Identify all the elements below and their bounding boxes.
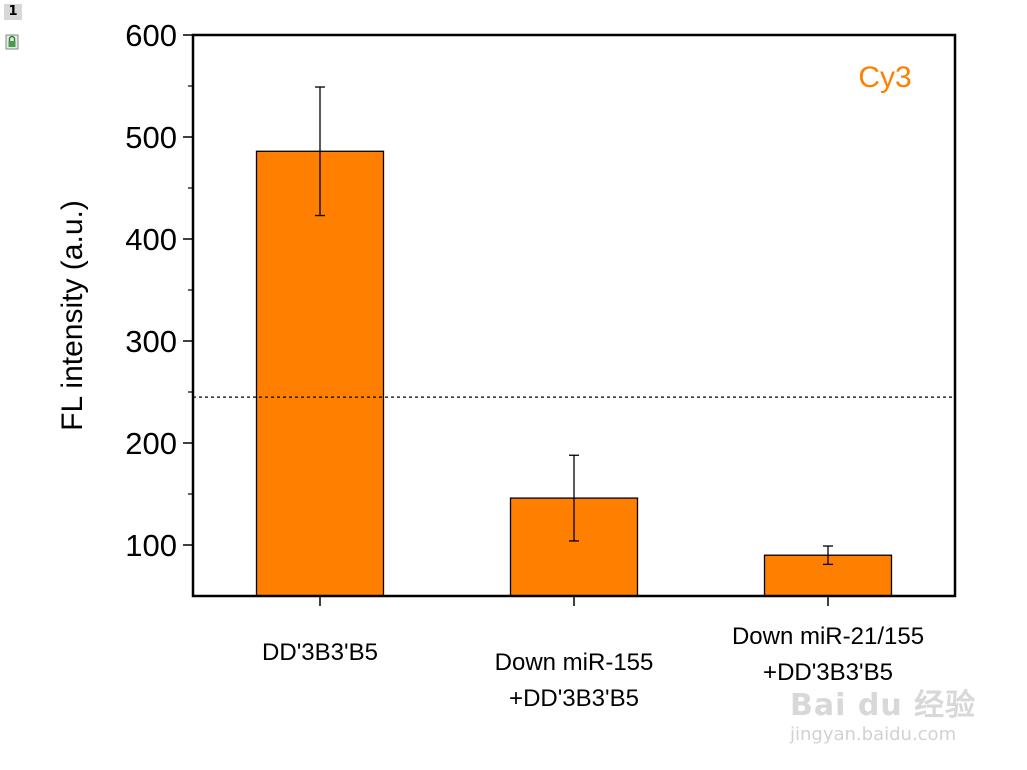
error-bar-2 — [569, 454, 579, 542]
bars-group — [255, 150, 893, 597]
y-tick-label-300: 300 — [125, 324, 177, 359]
error-bars-group — [315, 86, 833, 566]
chart-annotation-cy3: Cy3 — [858, 61, 911, 94]
lock-icon[interactable] — [5, 34, 19, 50]
y-tick-label-200: 200 — [125, 426, 177, 461]
watermark-url: jingyan.baidu.com — [790, 724, 957, 745]
y-tick-label-400: 400 — [125, 222, 177, 257]
layer-number-badge[interactable]: 1 — [4, 4, 22, 20]
error-bar-1 — [315, 86, 325, 217]
error-bar-3 — [823, 545, 833, 566]
x-tick-label-1: DD'3B3'B5 — [262, 639, 378, 666]
watermark-logo: Bai du 经验 — [790, 688, 977, 723]
y-axis-ticks: 100 200 300 400 500 600 — [125, 18, 193, 563]
y-tick-label-600: 600 — [125, 18, 177, 53]
x-tick-label-3: Down miR-21/155 +DD'3B3'B5 — [732, 623, 924, 686]
y-tick-label-500: 500 — [125, 120, 177, 155]
bar-1 — [255, 150, 385, 597]
x-axis-ticks: DD'3B3'B5 Down miR-155 +DD'3B3'B5 Down miR-… — [262, 596, 924, 712]
y-axis-label: FL intensity (a.u.) — [56, 200, 89, 431]
x-tick-label-2: Down miR-155 +DD'3B3'B5 — [495, 649, 654, 712]
y-tick-label-100: 100 — [125, 528, 177, 563]
